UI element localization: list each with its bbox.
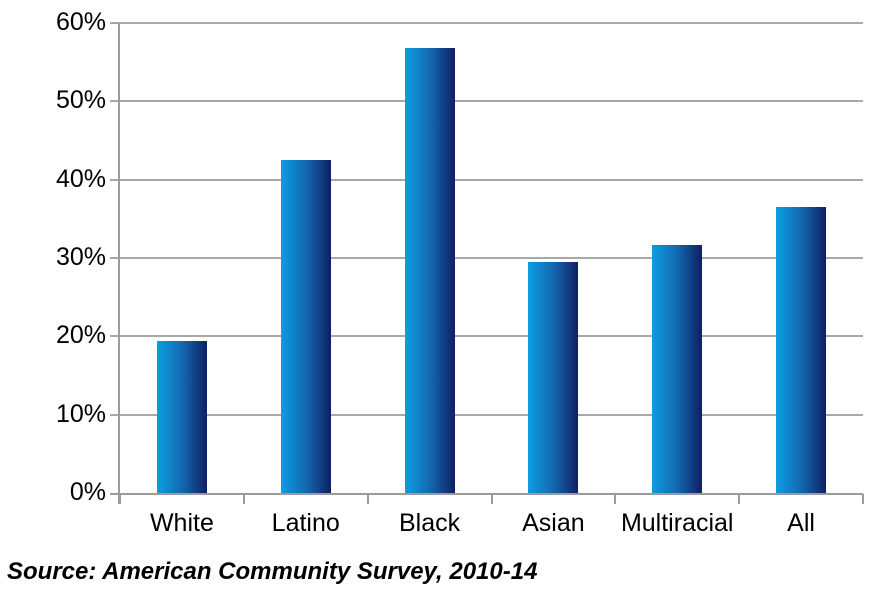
bar-slot — [368, 23, 492, 493]
plot-area — [110, 22, 864, 504]
x-tick-label: Multiracial — [620, 509, 734, 537]
x-axis-tick — [119, 494, 121, 504]
y-tick-label: 0% — [69, 478, 106, 506]
bar-asian — [528, 261, 579, 493]
x-axis-tick — [862, 494, 864, 504]
y-axis-line — [118, 23, 120, 504]
y-tick-label: 10% — [55, 399, 106, 428]
y-tick-label: 40% — [55, 164, 106, 193]
bar-slot — [491, 23, 615, 493]
x-tick-label: Latino — [271, 509, 340, 537]
y-tick-label: 20% — [55, 321, 106, 350]
gridline — [110, 100, 863, 103]
x-axis-tick — [738, 494, 741, 504]
bar-all — [776, 207, 827, 493]
x-axis-tick — [242, 494, 245, 504]
source-note: Source: American Community Survey, 2010-… — [7, 558, 538, 585]
x-tick-label: Black — [399, 509, 461, 537]
x-axis-labels: White Latino Black Asian Multiracial All — [120, 506, 863, 542]
x-axis-line — [110, 493, 863, 495]
x-tick-label: White — [149, 509, 214, 537]
x-axis-tick — [490, 494, 493, 504]
gridline — [110, 257, 863, 259]
x-tick-label: All — [787, 509, 815, 537]
x-tick-label: Asian — [522, 509, 585, 537]
gridline — [110, 335, 863, 338]
bar-white — [156, 341, 207, 493]
bar-latino — [280, 160, 331, 493]
bar-slot — [244, 23, 368, 493]
bar-black — [404, 48, 455, 493]
y-tick-label: 60% — [55, 8, 106, 36]
bars-container — [120, 23, 863, 493]
gridline — [110, 413, 863, 416]
gridline — [110, 22, 863, 24]
x-axis-tick — [366, 494, 369, 504]
y-axis-labels: 0% 10% 20% 30% 40% 50% 60% — [0, 10, 106, 505]
gridline — [110, 178, 863, 181]
x-axis-tick — [614, 494, 617, 504]
y-tick-label: 30% — [55, 243, 106, 271]
y-tick-label: 50% — [55, 86, 106, 115]
bar-multiracial — [652, 245, 703, 493]
bar-slot — [615, 23, 739, 493]
bar-slot — [120, 23, 244, 493]
bar-slot — [739, 23, 863, 493]
